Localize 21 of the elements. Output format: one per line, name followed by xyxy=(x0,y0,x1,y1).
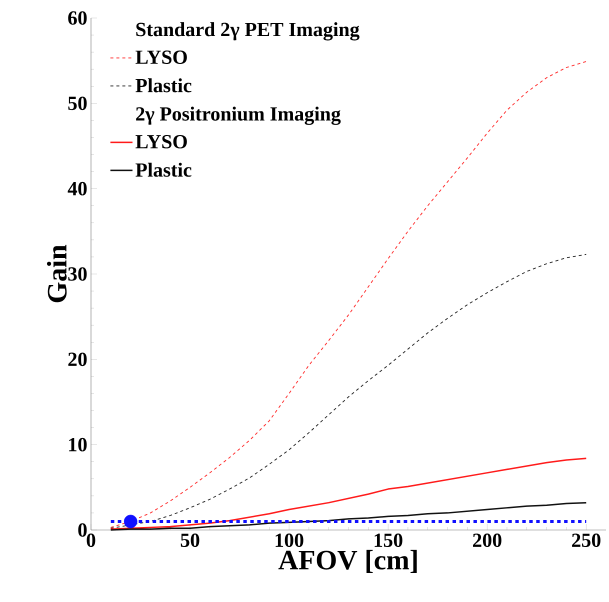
x-tick-label: 50 xyxy=(180,534,200,548)
x-tick-label: 250 xyxy=(572,534,600,548)
legend-label: LYSO xyxy=(136,50,187,64)
annotation: Standard 2γ PET Imaging xyxy=(136,22,360,40)
y-tick-label: 30 xyxy=(68,267,87,281)
annotation: 2γ Positronium Imaging xyxy=(136,106,341,125)
y-tick-label: 10 xyxy=(69,438,87,452)
legend-label: Plastic xyxy=(136,78,192,92)
legend-label: LYSO xyxy=(136,134,187,148)
x-tick-label: 150 xyxy=(374,534,402,548)
x-tick-label: 0 xyxy=(86,534,96,548)
y-tick-label: 50 xyxy=(68,96,87,110)
y-tick-label: 60 xyxy=(68,11,87,25)
y-tick-label: 0 xyxy=(78,523,87,537)
x-tick-label: 100 xyxy=(276,534,304,548)
y-axis-title: Gain xyxy=(46,244,67,302)
y-tick-label: 20 xyxy=(68,352,87,366)
x-axis-title: AFOV [cm] xyxy=(278,550,417,574)
legend-label: Plastic xyxy=(136,162,192,177)
x-tick-label: 200 xyxy=(473,534,502,548)
y-tick-label: 40 xyxy=(68,182,87,196)
